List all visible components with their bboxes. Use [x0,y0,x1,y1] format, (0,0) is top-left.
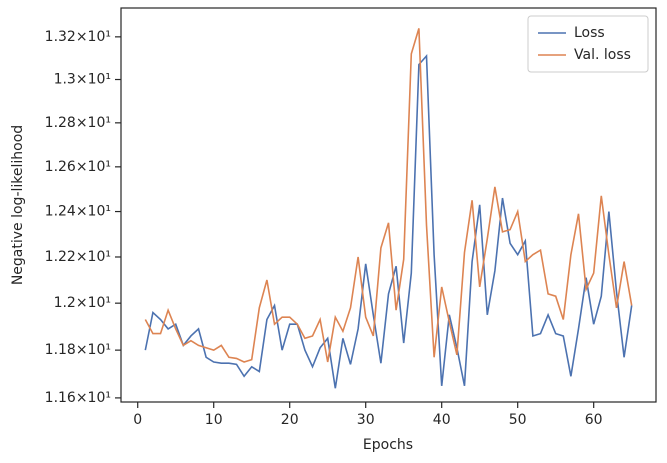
x-tick-label: 0 [133,412,142,428]
y-tick-label: 1.32×10¹ [45,29,111,45]
y-tick-label: 1.24×10¹ [45,204,111,220]
y-tick-label: 1.22×10¹ [45,249,111,265]
legend-label: Loss [574,25,605,41]
y-tick-label: 1.2×10¹ [54,295,111,311]
legend-box [527,15,649,73]
x-tick-label: 10 [205,412,223,428]
x-tick-label: 30 [357,412,375,428]
legend-label: Val. loss [574,47,631,63]
y-tick-label: 1.16×10¹ [45,390,111,406]
x-tick-label: 50 [509,412,527,428]
x-axis-label: Epochs [363,437,413,453]
line-series [144,28,633,363]
y-tick-label: 1.28×10¹ [45,115,111,131]
plot-frame [120,7,657,403]
x-tick-label: 20 [281,412,299,428]
legend: Loss Val. loss [527,15,649,73]
x-tick-label: 40 [433,412,451,428]
y-axis-label: Negative log-likelihood [10,125,26,285]
y-tick-label: 1.3×10¹ [54,72,111,88]
y-tick-label: 1.18×10¹ [45,342,111,358]
y-tick-label: 1.26×10¹ [45,159,111,175]
line-series [144,53,633,389]
x-tick-label: 60 [585,412,603,428]
